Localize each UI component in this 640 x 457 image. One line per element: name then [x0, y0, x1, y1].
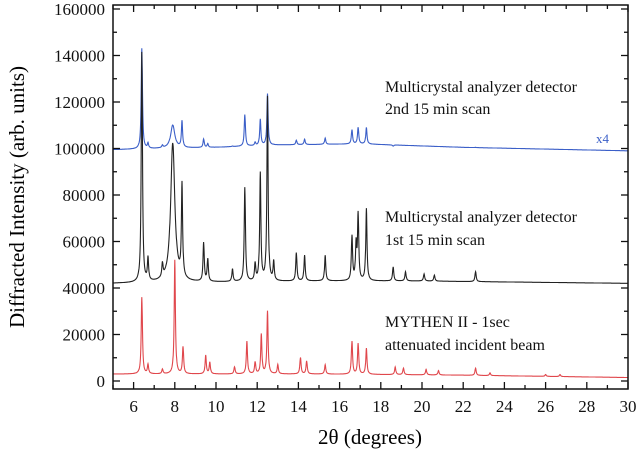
y-tick-label: 20000: [63, 326, 106, 345]
series-line-2: [113, 259, 628, 379]
x-tick-label: 26: [537, 397, 554, 416]
series-line-0: [112, 48, 628, 152]
x-tick-label: 10: [208, 397, 225, 416]
y-tick-label: 100000: [54, 140, 105, 159]
series-line-1: [113, 51, 628, 284]
y-tick-label: 80000: [63, 186, 106, 205]
x-tick-label: 28: [578, 397, 595, 416]
y-tick-label: 60000: [63, 233, 106, 252]
annotation-black-line2: 1st 15 min scan: [385, 232, 485, 249]
y-tick-label: 120000: [54, 93, 105, 112]
x-tick-label: 22: [455, 397, 472, 416]
series-layer: [112, 48, 628, 379]
annotation-black-line1: Multicrystal analyzer detector: [385, 209, 578, 226]
plot-frame: [112, 4, 629, 390]
y-axis-label: Diffracted Intensity (arb. units): [5, 66, 29, 328]
y-tick-label: 0: [97, 372, 106, 391]
y-tick-label: 160000: [54, 0, 105, 19]
x-tick-label: 24: [496, 397, 514, 416]
annotation-red-line2: attenuated incident beam: [385, 337, 545, 354]
ticks-layer: 6 8 10 12 14 16 18 20 22 24 26 28 30 0 20000 40000 60000…: [54, 0, 637, 416]
x-tick-label: 18: [372, 397, 389, 416]
y-tick-label: 40000: [63, 279, 106, 298]
x-tick-label: 12: [249, 397, 266, 416]
annotation-blue-line1: Multicrystal analyzer detector: [385, 79, 578, 96]
annotation-blue-scale: x4: [596, 131, 610, 146]
x-tick-label: 30: [620, 397, 637, 416]
x-tick-label: 6: [129, 397, 138, 416]
x-tick-label: 8: [171, 397, 180, 416]
annotation-blue-line2: 2nd 15 min scan: [385, 101, 490, 118]
x-tick-label: 14: [290, 397, 308, 416]
x-tick-label: 16: [331, 397, 348, 416]
x-tick-label: 20: [414, 397, 431, 416]
y-tick-label: 140000: [54, 47, 105, 66]
annotation-red-line1: MYTHEN II - 1sec: [385, 314, 510, 331]
x-axis-label: 2θ (degrees): [318, 425, 422, 449]
